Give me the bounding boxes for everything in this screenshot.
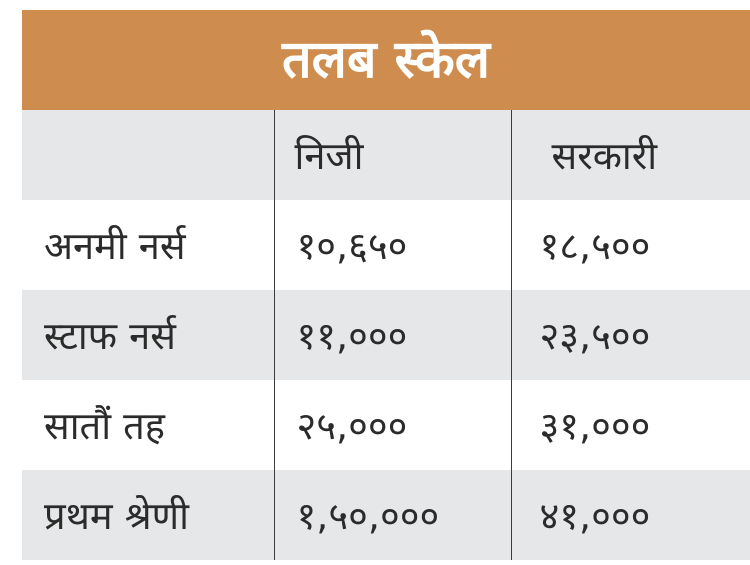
- header-government: सरकारी: [510, 110, 750, 200]
- private-salary: ११,०००: [273, 290, 511, 380]
- government-salary: ३१,०००: [510, 380, 750, 470]
- row-label: अनमी नर्स: [22, 200, 274, 290]
- page-title: तलब स्केल: [281, 30, 491, 90]
- table-row: सातौं तह २५,००० ३१,०००: [22, 380, 750, 470]
- row-label: सातौं तह: [22, 380, 274, 470]
- salary-scale-graphic: तलब स्केल निजी सरकारी अनमी नर्स १०,६५० १…: [22, 10, 750, 560]
- row-label: प्रथम श्रेणी: [22, 470, 274, 560]
- table-row: स्टाफ नर्स ११,००० २३,५००: [22, 290, 750, 380]
- header-empty-cell: [22, 110, 274, 200]
- row-label: स्टाफ नर्स: [22, 290, 274, 380]
- header-private: निजी: [273, 110, 511, 200]
- salary-table: निजी सरकारी अनमी नर्स १०,६५० १८,५०० स्टा…: [22, 110, 750, 560]
- government-salary: ४१,०००: [510, 470, 750, 560]
- table-header-row: निजी सरकारी: [22, 110, 750, 200]
- government-salary: १८,५००: [510, 200, 750, 290]
- table-row: अनमी नर्स १०,६५० १८,५००: [22, 200, 750, 290]
- government-salary: २३,५००: [510, 290, 750, 380]
- private-salary: २५,०००: [273, 380, 511, 470]
- private-salary: १,५०,०००: [273, 470, 511, 560]
- private-salary: १०,६५०: [273, 200, 511, 290]
- table-row: प्रथम श्रेणी १,५०,००० ४१,०००: [22, 470, 750, 560]
- title-banner: तलब स्केल: [22, 10, 750, 110]
